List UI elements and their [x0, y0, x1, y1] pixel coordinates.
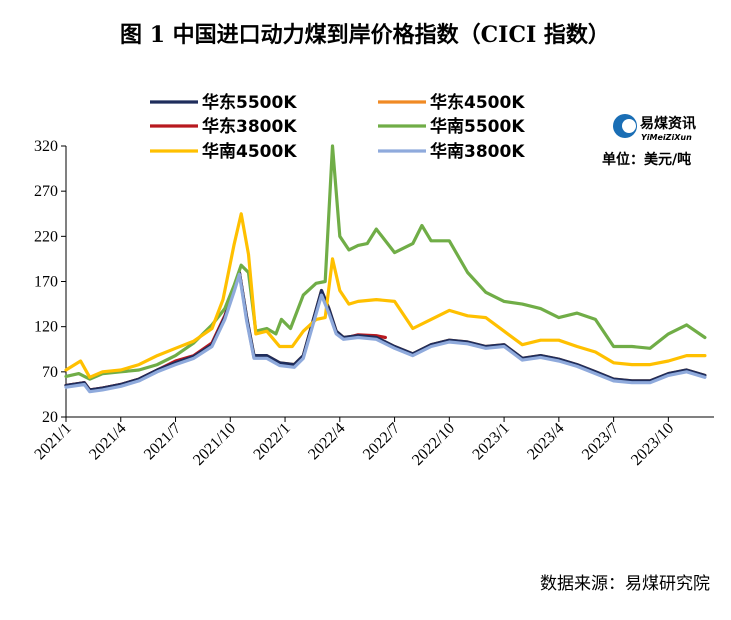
legend-label: 华南5500K	[430, 116, 525, 137]
x-tick-label: 2022/7	[360, 420, 403, 463]
x-tick-label: 2021/1	[31, 420, 74, 463]
x-tick-label: 2023/7	[579, 420, 622, 463]
series-line-5	[64, 272, 707, 394]
series-line-4	[64, 212, 707, 379]
legend: 华东5500K 华东4500K 华东3800K 华南5500K 华南4500K 华南380…	[150, 92, 525, 162]
series-line-3	[64, 144, 707, 381]
logo-name: 易煤资讯	[640, 115, 696, 132]
y-tick-label: 270	[34, 183, 58, 200]
x-tick-label: 2023/10	[628, 420, 677, 469]
x-tick-label: 2023/4	[524, 420, 567, 463]
x-tick-label: 2022/10	[409, 420, 458, 469]
legend-label: 华南4500K	[202, 141, 297, 162]
legend-label: 华东4500K	[430, 92, 525, 113]
unit-label: 单位：美元/吨	[602, 151, 691, 168]
x-tick-label: 2022/1	[250, 420, 293, 463]
x-axis: 2021/1 2021/4 2021/7 2021/10 2022/1 2022/4 202…	[31, 416, 714, 469]
y-tick-label: 320	[34, 138, 58, 155]
y-tick-label: 170	[34, 274, 58, 291]
x-tick-label: 2021/4	[86, 420, 129, 463]
source-note: 数据来源：易煤研究院	[540, 574, 710, 594]
y-tick-label: 70	[42, 364, 58, 381]
logo: 易煤资讯 YiMeiZiXun	[613, 114, 696, 142]
x-tick-label: 2023/1	[469, 420, 512, 463]
series-line-1	[64, 270, 707, 392]
y-tick-label: 120	[34, 319, 58, 336]
legend-label: 华南3800K	[430, 141, 525, 162]
y-axis: 20 70 120 170 220 270 320	[34, 138, 67, 426]
series-line-0	[64, 270, 707, 392]
legend-label: 华东5500K	[202, 92, 297, 113]
x-tick-label: 2021/10	[190, 420, 239, 469]
x-tick-label: 2022/4	[305, 420, 348, 463]
series-lines	[64, 144, 707, 394]
logo-subtitle: YiMeiZiXun	[641, 133, 692, 142]
x-tick-label: 2021/7	[141, 420, 184, 463]
chart-title: 图 1 中国进口动力煤到岸价格指数（CICI 指数）	[120, 22, 610, 48]
y-tick-label: 220	[34, 228, 58, 245]
legend-label: 华东3800K	[202, 116, 297, 137]
y-tick-label: 20	[42, 409, 58, 426]
